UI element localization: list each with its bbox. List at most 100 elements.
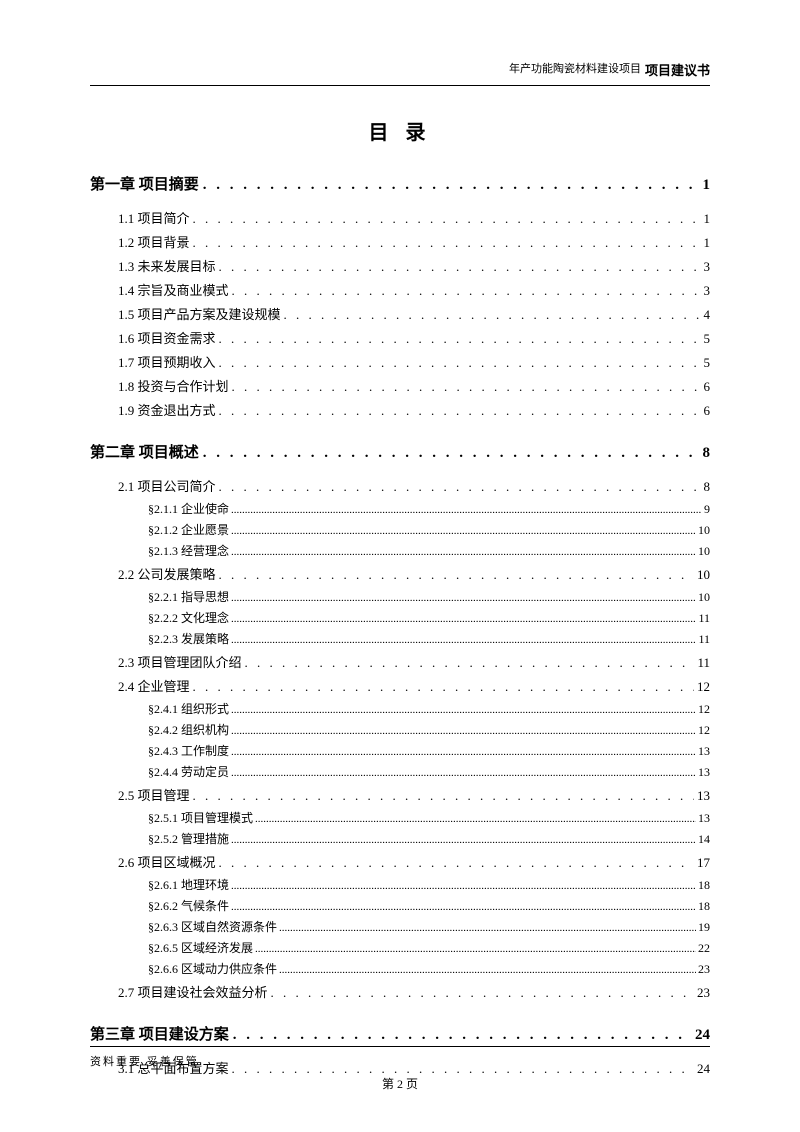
subsection-label: §2.1.2 企业愿景 <box>148 521 229 538</box>
dot-leader: . . . . . . . . . . . . . . . . . . . . … <box>219 403 701 419</box>
subsection-page: 13 <box>698 744 710 759</box>
dot-leader: ........................................… <box>231 525 696 537</box>
chapter-page: 8 <box>703 445 711 462</box>
toc-section-row: 1.1 项目简介 . . . . . . . . . . . . . . . .… <box>118 208 710 227</box>
section-label: 2.1 项目公司简介 <box>118 476 216 495</box>
toc-title: 目 录 <box>90 116 710 145</box>
dot-leader: . . . . . . . . . . . . . . . . . . . . … <box>219 331 701 347</box>
subsection-page: 10 <box>698 523 710 538</box>
subsection-label: §2.4.4 劳动定员 <box>148 763 229 780</box>
subsection-page: 18 <box>698 878 710 893</box>
dot-leader: ........................................… <box>231 725 696 737</box>
section-label: 2.5 项目管理 <box>118 785 190 804</box>
dot-leader: . . . . . . . . . . . . . . . . . . . . … <box>233 1027 691 1044</box>
dot-leader: ........................................… <box>255 943 696 955</box>
chapter-page: 24 <box>695 1027 710 1044</box>
toc-chapter-row: 第一章 项目摘要 . . . . . . . . . . . . . . . .… <box>90 173 710 194</box>
dot-leader: ........................................… <box>231 592 696 604</box>
subsection-label: §2.6.5 区域经济发展 <box>148 939 253 956</box>
toc-section-row: 1.9 资金退出方式 . . . . . . . . . . . . . . .… <box>118 400 710 419</box>
toc-subsection-row: §2.2.3 发展策略.............................… <box>148 630 710 647</box>
toc-section-row: 2.4 企业管理 . . . . . . . . . . . . . . . .… <box>118 676 710 695</box>
toc-subsection-row: §2.6.3 区域自然资源条件.........................… <box>148 918 710 935</box>
subsection-label: §2.2.2 文化理念 <box>148 609 229 626</box>
section-label: 2.3 项目管理团队介绍 <box>118 652 242 671</box>
section-label: 1.7 项目预期收入 <box>118 352 216 371</box>
page-footer: 资料重要 妥善保管 第 2 页 <box>90 1046 710 1092</box>
subsection-page: 23 <box>698 962 710 977</box>
dot-leader: . . . . . . . . . . . . . . . . . . . . … <box>219 355 701 371</box>
subsection-label: §2.1.1 企业使命 <box>148 500 229 517</box>
section-page: 6 <box>704 379 711 395</box>
toc-section-row: 2.7 项目建设社会效益分析 . . . . . . . . . . . . .… <box>118 982 710 1001</box>
section-label: 1.3 未来发展目标 <box>118 256 216 275</box>
dot-leader: ........................................… <box>231 546 696 558</box>
section-page: 23 <box>697 985 710 1001</box>
footer-note: 资料重要 妥善保管 <box>90 1053 199 1069</box>
section-page: 1 <box>704 235 711 251</box>
subsection-label: §2.6.1 地理环境 <box>148 876 229 893</box>
header-subtitle: 年产功能陶瓷材料建设项目 <box>509 60 641 79</box>
dot-leader: . . . . . . . . . . . . . . . . . . . . … <box>219 855 694 871</box>
dot-leader: . . . . . . . . . . . . . . . . . . . . … <box>203 445 699 462</box>
subsection-page: 11 <box>698 611 710 626</box>
chapter-label: 第二章 项目概述 <box>90 441 199 462</box>
toc-subsection-row: §2.6.6 区域动力供应条件.........................… <box>148 960 710 977</box>
section-page: 5 <box>704 355 711 371</box>
dot-leader: . . . . . . . . . . . . . . . . . . . . … <box>193 679 694 695</box>
dot-leader: ........................................… <box>231 613 696 625</box>
dot-leader: . . . . . . . . . . . . . . . . . . . . … <box>219 479 701 495</box>
dot-leader: . . . . . . . . . . . . . . . . . . . . … <box>193 211 701 227</box>
toc-body: 第一章 项目摘要 . . . . . . . . . . . . . . . .… <box>90 173 710 1077</box>
dot-leader: ........................................… <box>231 834 696 846</box>
dot-leader: . . . . . . . . . . . . . . . . . . . . … <box>232 283 701 299</box>
dot-leader: ........................................… <box>279 922 696 934</box>
section-label: 2.7 项目建设社会效益分析 <box>118 982 268 1001</box>
page-header: 年产功能陶瓷材料建设项目 项目建议书 <box>90 60 710 86</box>
dot-leader: ........................................… <box>231 704 696 716</box>
toc-subsection-row: §2.2.1 指导思想.............................… <box>148 588 710 605</box>
section-page: 5 <box>704 331 711 347</box>
dot-leader: . . . . . . . . . . . . . . . . . . . . … <box>193 235 701 251</box>
toc-subsection-row: §2.2.2 文化理念.............................… <box>148 609 710 626</box>
subsection-page: 13 <box>698 765 710 780</box>
subsection-label: §2.2.1 指导思想 <box>148 588 229 605</box>
section-page: 1 <box>704 211 711 227</box>
toc-subsection-row: §2.1.3 经营理念.............................… <box>148 542 710 559</box>
section-page: 6 <box>704 403 711 419</box>
toc-subsection-row: §2.4.2 组织机构.............................… <box>148 721 710 738</box>
subsection-label: §2.1.3 经营理念 <box>148 542 229 559</box>
section-label: 2.6 项目区域概况 <box>118 852 216 871</box>
toc-subsection-row: §2.5.2 管理措施.............................… <box>148 830 710 847</box>
toc-section-row: 1.8 投资与合作计划 . . . . . . . . . . . . . . … <box>118 376 710 395</box>
toc-subsection-row: §2.4.1 组织形式.............................… <box>148 700 710 717</box>
dot-leader: ........................................… <box>231 634 696 646</box>
toc-subsection-row: §2.6.1 地理环境.............................… <box>148 876 710 893</box>
footer-divider <box>90 1046 710 1047</box>
subsection-label: §2.4.2 组织机构 <box>148 721 229 738</box>
toc-section-row: 1.7 项目预期收入 . . . . . . . . . . . . . . .… <box>118 352 710 371</box>
toc-chapter-row: 第二章 项目概述 . . . . . . . . . . . . . . . .… <box>90 441 710 462</box>
toc-section-row: 1.4 宗旨及商业模式 . . . . . . . . . . . . . . … <box>118 280 710 299</box>
dot-leader: ........................................… <box>279 964 696 976</box>
subsection-page: 10 <box>698 590 710 605</box>
toc-subsection-row: §2.4.4 劳动定员.............................… <box>148 763 710 780</box>
subsection-label: §2.5.1 项目管理模式 <box>148 809 253 826</box>
section-page: 3 <box>704 283 711 299</box>
subsection-page: 12 <box>698 702 710 717</box>
section-page: 10 <box>697 567 710 583</box>
section-label: 2.2 公司发展策略 <box>118 564 216 583</box>
dot-leader: . . . . . . . . . . . . . . . . . . . . … <box>284 307 701 323</box>
toc-section-row: 1.6 项目资金需求 . . . . . . . . . . . . . . .… <box>118 328 710 347</box>
subsection-label: §2.4.1 组织形式 <box>148 700 229 717</box>
section-page: 11 <box>697 655 710 671</box>
section-label: 1.1 项目简介 <box>118 208 190 227</box>
page-number: 第 2 页 <box>90 1075 710 1092</box>
dot-leader: . . . . . . . . . . . . . . . . . . . . … <box>271 985 694 1001</box>
subsection-label: §2.6.6 区域动力供应条件 <box>148 960 277 977</box>
subsection-label: §2.4.3 工作制度 <box>148 742 229 759</box>
chapter-label: 第一章 项目摘要 <box>90 173 199 194</box>
subsection-label: §2.6.2 气候条件 <box>148 897 229 914</box>
section-label: 1.8 投资与合作计划 <box>118 376 229 395</box>
toc-subsection-row: §2.4.3 工作制度.............................… <box>148 742 710 759</box>
